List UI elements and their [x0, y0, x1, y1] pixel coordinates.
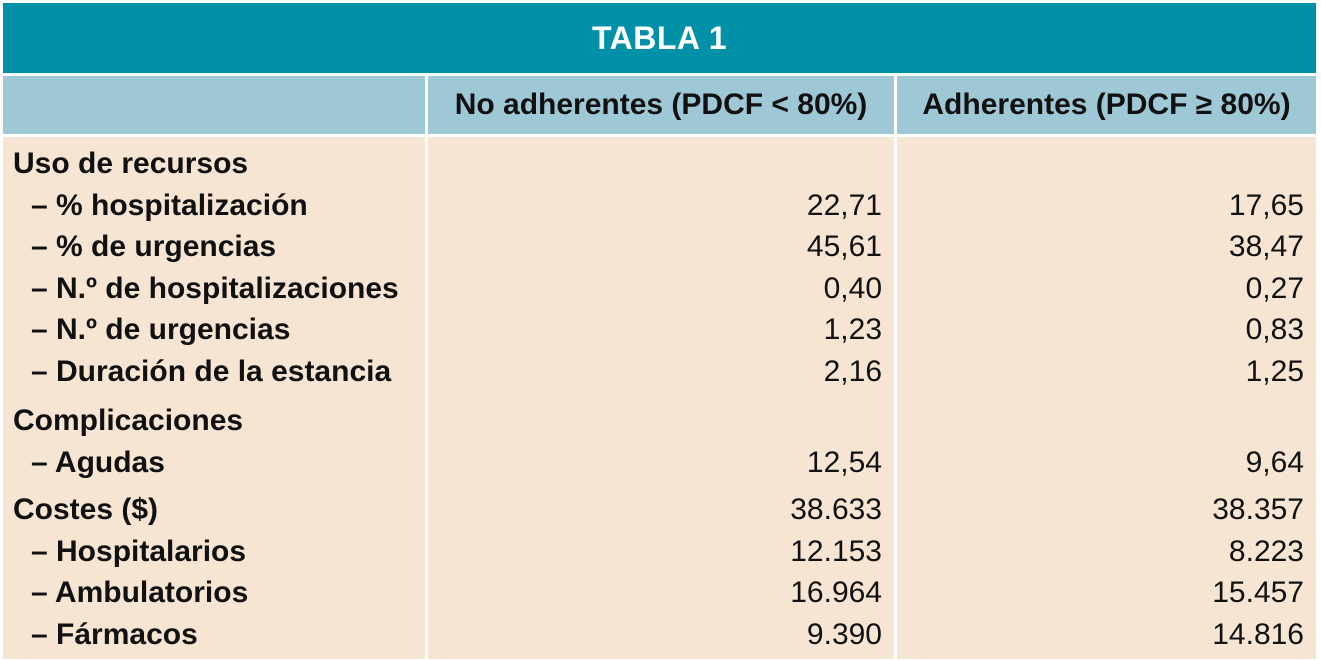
table-title: TABLA 1	[3, 3, 1316, 73]
section-cell-non-adherent-column: 12,54	[428, 394, 894, 487]
section-cell-adherent-column: 17,65 38,47 0,27 0,83 1,25	[897, 137, 1316, 396]
value-non-adherent	[428, 143, 894, 185]
table-section: Costes ($) – Hospitalarios – Ambulatorios –…	[3, 483, 1316, 659]
value-non-adherent: 9.390	[806, 617, 882, 651]
row-label: – N.º de hospitalizaciones	[31, 271, 399, 305]
value-non-adherent: 2,16	[823, 354, 882, 388]
table-section: Uso de recursos – % hospitalización – % de…	[3, 137, 1316, 396]
value-adherent: 0,83	[1245, 313, 1304, 346]
value-adherent: 14.816	[1212, 617, 1304, 651]
section-heading: Costes ($)	[13, 493, 159, 526]
value-non-adherent	[428, 400, 894, 442]
data-table: TABLA 1 No adherentes (PDCF < 80%) Adher…	[3, 3, 1316, 659]
section-cell-label-column: Uso de recursos – % hospitalización – % de…	[3, 137, 425, 396]
section-heading: Uso de recursos	[13, 147, 249, 180]
value-adherent: 0,27	[1245, 271, 1304, 305]
header-row: No adherentes (PDCF < 80%) Adherentes (P…	[3, 76, 1316, 134]
row-label: – Hospitalarios	[31, 534, 247, 568]
value-adherent: 38,47	[1228, 230, 1304, 263]
header-cell-non-adherent: No adherentes (PDCF < 80%)	[428, 76, 894, 134]
value-non-adherent: 45,61	[806, 230, 882, 263]
value-non-adherent: 12,54	[806, 445, 882, 479]
value-non-adherent: 0,40	[823, 271, 882, 305]
value-adherent: 38.357	[1212, 493, 1304, 526]
value-non-adherent: 22,71	[806, 188, 882, 222]
section-cell-adherent-column: 9,64	[897, 394, 1316, 487]
row-label: – Ambulatorios	[31, 576, 249, 609]
value-non-adherent: 16.964	[790, 576, 882, 609]
value-non-adherent: 12.153	[790, 534, 882, 568]
value-non-adherent: 1,23	[823, 313, 882, 346]
value-adherent: 8.223	[1228, 534, 1304, 568]
value-adherent: 9,64	[1245, 445, 1304, 479]
row-label: – N.º de urgencias	[31, 313, 291, 346]
header-cell-adherent: Adherentes (PDCF ≥ 80%)	[897, 76, 1316, 134]
section-cell-adherent-column: 38.357 8.223 15.457 14.816	[897, 483, 1316, 659]
section-heading: Complicaciones	[13, 404, 244, 437]
row-label: – % de urgencias	[31, 230, 277, 263]
section-cell-non-adherent-column: 38.633 12.153 16.964 9.390	[428, 483, 894, 659]
value-adherent: 1,25	[1245, 354, 1304, 388]
section-cell-label-column: Complicaciones – Agudas	[3, 394, 425, 487]
row-label: – Fármacos	[31, 617, 198, 651]
row-label: – % hospitalización	[31, 188, 308, 222]
row-label: – Duración de la estancia	[31, 354, 392, 388]
section-cell-non-adherent-column: 22,71 45,61 0,40 1,23 2,16	[428, 137, 894, 396]
value-non-adherent: 38.633	[790, 493, 882, 526]
value-adherent: 17,65	[1228, 188, 1304, 222]
value-adherent: 15.457	[1212, 576, 1304, 609]
table-section: Complicaciones – Agudas 12,54 9,64	[3, 394, 1316, 487]
value-adherent	[897, 400, 1316, 442]
value-adherent	[897, 143, 1316, 185]
row-label: – Agudas	[31, 445, 165, 479]
header-cell-label	[3, 76, 425, 134]
section-cell-label-column: Costes ($) – Hospitalarios – Ambulatorios –…	[3, 483, 425, 659]
